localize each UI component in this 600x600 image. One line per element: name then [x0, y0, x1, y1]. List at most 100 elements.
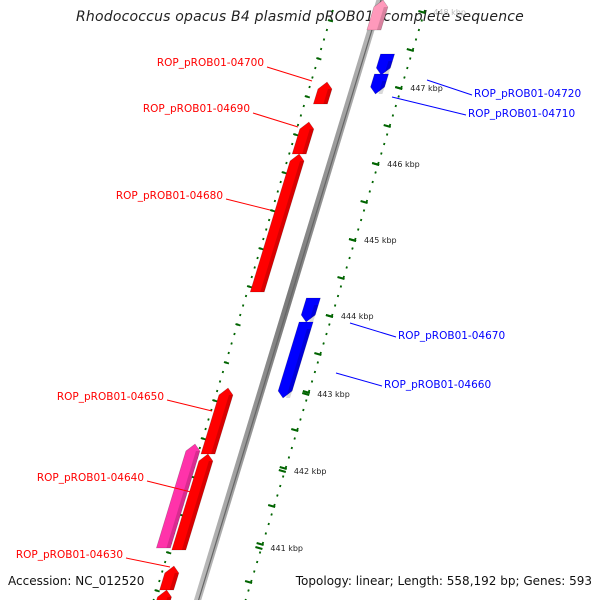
scale-minor-tick	[267, 504, 276, 508]
right-dotted-track	[250, 579, 253, 583]
gene-label-leader	[166, 399, 213, 412]
right-dotted-track	[322, 342, 325, 345]
right-dotted-track	[290, 446, 293, 450]
right-dotted-track	[368, 190, 371, 193]
left-dotted-track	[227, 351, 230, 355]
scale-minor-tick	[394, 86, 403, 90]
left-dotted-track	[311, 76, 314, 79]
gene-rop-04700	[312, 81, 333, 105]
scale-minor-tick	[371, 162, 380, 166]
scale-minor-tick	[337, 276, 345, 280]
left-dotted-track	[325, 28, 329, 32]
left-dotted-track	[267, 218, 271, 222]
left-track-dash	[269, 209, 276, 213]
gene-rop-04640-shade	[181, 461, 213, 550]
scale-tick	[301, 392, 310, 396]
right-dotted-track	[365, 199, 369, 203]
gene-rop-04640-body	[171, 453, 214, 551]
right-dotted-track	[310, 380, 314, 383]
right-dotted-track	[264, 532, 267, 535]
gene-pink-04640-partner-body	[156, 443, 201, 549]
right-dotted-track	[359, 218, 363, 222]
left-dotted-track	[296, 123, 300, 127]
right-dotted-track	[388, 123, 392, 127]
left-dotted-track	[239, 313, 242, 317]
left-track-dash	[200, 437, 207, 441]
gene-rop-04620-shade	[166, 597, 172, 600]
gene-pink-top	[366, 0, 389, 31]
right-dotted-track	[333, 304, 337, 307]
right-dotted-track	[411, 47, 415, 51]
scale-minor-tick	[302, 390, 311, 394]
right-dotted-track	[385, 133, 389, 136]
left-dotted-track	[230, 342, 233, 345]
right-dotted-track	[391, 114, 395, 117]
right-dotted-track	[296, 427, 299, 431]
right-dotted-track	[287, 456, 291, 459]
right-dotted-track	[423, 9, 426, 13]
gene-label: ROP_pROB01-04630	[16, 549, 123, 561]
scale-minor-tick	[325, 314, 334, 318]
sequence-summary: Topology: linear; Length: 558,192 bp; Ge…	[295, 574, 592, 588]
scale-tick	[255, 546, 263, 550]
scale-minor-tick	[256, 542, 264, 546]
gene-rop-04690-shade	[302, 129, 314, 154]
gene-pink-04640-partner	[156, 443, 201, 549]
left-dotted-track	[161, 570, 164, 573]
gene-rop-04630-body	[159, 565, 180, 591]
gene-rop-04650-shade	[210, 395, 233, 454]
gene-rop-04720	[375, 53, 395, 76]
gene-rop-04670	[300, 297, 321, 323]
gene-pink-04640-partner-shade	[166, 451, 200, 548]
gene-rop-04620-body	[156, 589, 172, 600]
right-dotted-track	[383, 142, 386, 146]
left-dotted-track	[207, 418, 210, 421]
left-dotted-track	[241, 304, 245, 307]
scale-minor-tick	[348, 238, 357, 242]
scale-minor-tick	[383, 124, 391, 128]
gene-rop-04680-shade	[260, 161, 305, 292]
gene-label-leader	[146, 480, 192, 493]
left-track-dash	[154, 589, 160, 593]
left-track-dash	[304, 95, 311, 99]
right-dotted-track	[420, 19, 423, 22]
left-dotted-track	[253, 266, 256, 269]
gene-label-leader	[125, 557, 171, 568]
left-dotted-track	[262, 237, 265, 241]
right-dotted-track	[351, 247, 354, 250]
scale-tick-label: 446 kbp	[387, 160, 420, 169]
gene-label-leader	[252, 112, 299, 128]
left-dotted-track	[218, 380, 222, 383]
scale-tick-label: 444 kbp	[341, 312, 374, 321]
scale-minor-tick	[291, 428, 299, 432]
left-dotted-track	[302, 104, 305, 108]
right-dotted-track	[253, 570, 256, 573]
gene-rop-04650-body	[200, 387, 234, 455]
right-dotted-track	[325, 332, 328, 336]
left-dotted-track	[215, 389, 219, 393]
gene-label-leader	[426, 79, 473, 96]
right-dotted-track	[284, 465, 288, 469]
left-track-dash	[212, 399, 218, 403]
gene-label: ROP_pROB01-04670	[398, 330, 505, 342]
left-dotted-track	[322, 38, 326, 41]
left-dotted-track	[291, 142, 294, 146]
right-dotted-track	[400, 85, 403, 89]
left-dotted-track	[221, 370, 225, 374]
right-dotted-track	[409, 57, 412, 60]
left-dotted-track	[198, 446, 201, 450]
left-dotted-track	[314, 66, 317, 70]
gene-rop-04690-body	[291, 121, 315, 155]
right-dotted-track	[397, 95, 400, 98]
right-dotted-track	[307, 389, 311, 393]
scale-tick-label: 447 kbp	[410, 84, 443, 93]
scale-tick-label: 441 kbp	[270, 544, 303, 553]
gene-label-leader	[349, 322, 397, 338]
left-dotted-track	[319, 47, 323, 51]
gene-rop-04660-body	[277, 321, 314, 399]
gene-rop-04710-body	[370, 73, 389, 95]
gene-rop-04670-shade	[309, 305, 319, 322]
gene-label: ROP_pROB01-04640	[37, 472, 144, 484]
left-dotted-track	[308, 85, 311, 89]
